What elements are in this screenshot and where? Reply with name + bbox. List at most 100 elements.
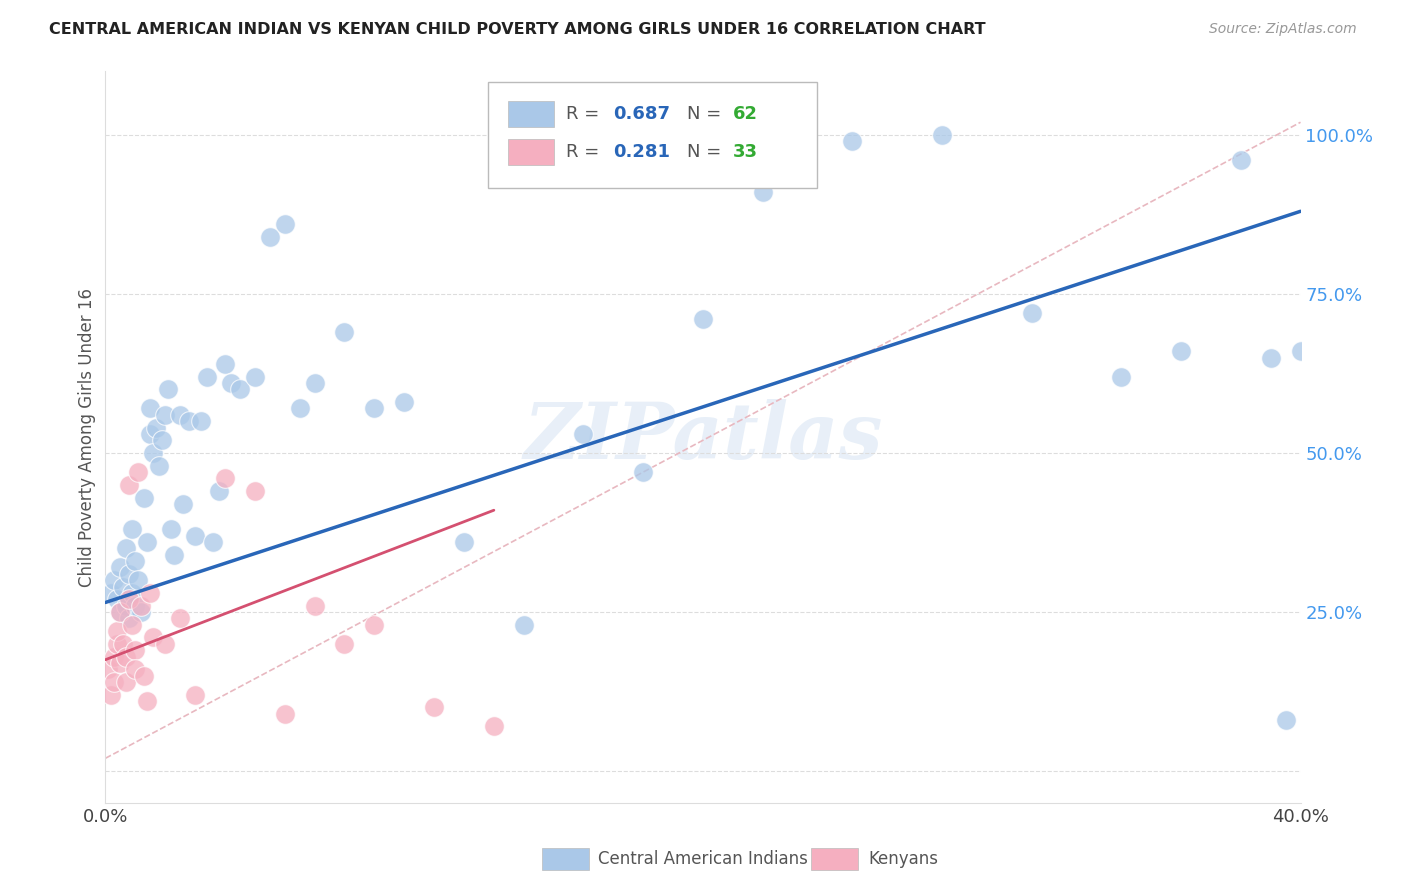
- Point: [243, 484, 266, 499]
- Text: R =: R =: [565, 143, 605, 161]
- Text: 0.687: 0.687: [613, 104, 671, 123]
- Text: 0.281: 0.281: [613, 143, 671, 161]
- Point: [214, 471, 236, 485]
- Point: [121, 617, 143, 632]
- Point: [100, 586, 122, 600]
- Point: [1274, 713, 1296, 727]
- Point: [1021, 306, 1043, 320]
- Point: [157, 383, 180, 397]
- Point: [692, 312, 714, 326]
- Point: [115, 649, 138, 664]
- Point: [931, 128, 953, 142]
- Point: [363, 401, 385, 416]
- Point: [118, 611, 141, 625]
- Point: [394, 395, 416, 409]
- Point: [118, 592, 141, 607]
- Point: [110, 605, 132, 619]
- Point: [453, 535, 475, 549]
- Point: [214, 357, 236, 371]
- Point: [103, 573, 125, 587]
- Point: [513, 617, 536, 632]
- Point: [118, 477, 141, 491]
- Point: [118, 566, 141, 581]
- Text: 33: 33: [733, 143, 758, 161]
- Text: Source: ZipAtlas.com: Source: ZipAtlas.com: [1209, 22, 1357, 37]
- Bar: [810, 848, 858, 870]
- Bar: [508, 139, 554, 165]
- Point: [160, 522, 183, 536]
- Point: [129, 599, 153, 613]
- Point: [134, 491, 156, 505]
- Point: [115, 541, 138, 556]
- Point: [110, 656, 132, 670]
- Point: [1229, 153, 1253, 168]
- Point: [115, 599, 138, 613]
- Point: [139, 586, 162, 600]
- Point: [363, 617, 385, 632]
- Point: [124, 599, 146, 613]
- Point: [129, 605, 153, 619]
- Point: [304, 376, 326, 390]
- Point: [107, 637, 129, 651]
- Point: [1111, 369, 1133, 384]
- Point: [482, 719, 505, 733]
- Text: 62: 62: [733, 104, 758, 123]
- Point: [150, 434, 173, 448]
- Point: [127, 573, 149, 587]
- Point: [103, 649, 125, 664]
- Text: N =: N =: [688, 143, 727, 161]
- Point: [107, 624, 129, 638]
- Point: [423, 700, 446, 714]
- Point: [1289, 344, 1312, 359]
- Point: [121, 586, 143, 600]
- Point: [333, 325, 356, 339]
- Point: [841, 134, 863, 148]
- Point: [190, 414, 212, 428]
- Point: [208, 484, 231, 499]
- Y-axis label: Child Poverty Among Girls Under 16: Child Poverty Among Girls Under 16: [77, 287, 96, 587]
- Point: [136, 535, 159, 549]
- Point: [184, 688, 207, 702]
- Bar: [508, 101, 554, 127]
- Point: [1260, 351, 1282, 365]
- Point: [572, 426, 595, 441]
- Point: [121, 522, 143, 536]
- Point: [273, 217, 295, 231]
- Text: R =: R =: [565, 104, 605, 123]
- Point: [1170, 344, 1192, 359]
- Point: [288, 401, 311, 416]
- Point: [127, 465, 149, 479]
- Point: [177, 414, 201, 428]
- Point: [219, 376, 242, 390]
- Point: [633, 465, 655, 479]
- Point: [142, 631, 165, 645]
- FancyBboxPatch shape: [488, 82, 817, 188]
- Text: Central American Indians: Central American Indians: [598, 850, 807, 868]
- Point: [229, 383, 252, 397]
- Point: [155, 408, 177, 422]
- Point: [243, 369, 266, 384]
- Point: [273, 706, 295, 721]
- Point: [202, 535, 225, 549]
- Point: [195, 369, 218, 384]
- Point: [139, 426, 162, 441]
- Point: [97, 662, 120, 676]
- Point: [134, 668, 156, 682]
- Point: [112, 637, 135, 651]
- Point: [163, 548, 186, 562]
- Text: Kenyans: Kenyans: [868, 850, 938, 868]
- Point: [124, 643, 146, 657]
- Point: [100, 688, 122, 702]
- Point: [136, 694, 159, 708]
- Point: [172, 497, 194, 511]
- Bar: [541, 848, 589, 870]
- Point: [107, 592, 129, 607]
- Point: [169, 408, 191, 422]
- Point: [124, 662, 146, 676]
- Text: N =: N =: [688, 104, 727, 123]
- Text: ZIPatlas: ZIPatlas: [523, 399, 883, 475]
- Point: [110, 560, 132, 574]
- Text: CENTRAL AMERICAN INDIAN VS KENYAN CHILD POVERTY AMONG GIRLS UNDER 16 CORRELATION: CENTRAL AMERICAN INDIAN VS KENYAN CHILD …: [49, 22, 986, 37]
- Point: [112, 580, 135, 594]
- Point: [115, 675, 138, 690]
